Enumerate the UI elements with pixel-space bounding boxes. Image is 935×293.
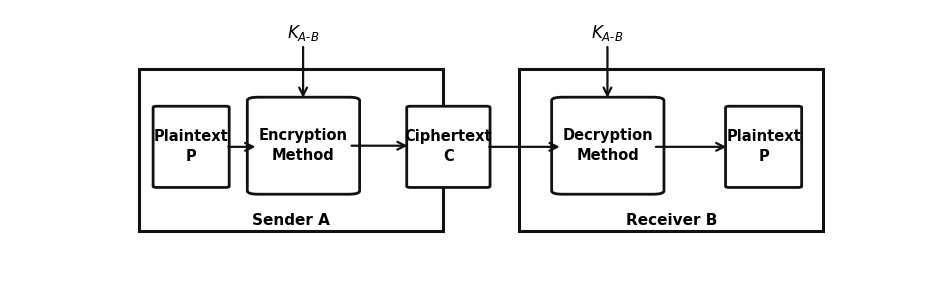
Text: Decryption
Method: Decryption Method [563, 128, 654, 163]
FancyBboxPatch shape [407, 106, 490, 188]
Text: Plaintext
P: Plaintext P [153, 130, 228, 164]
Bar [519, 69, 824, 231]
Text: Ciphertext
C: Ciphertext C [405, 130, 492, 164]
FancyBboxPatch shape [153, 106, 229, 188]
Bar [138, 69, 443, 231]
Text: Sender A: Sender A [252, 213, 330, 228]
Text: Encryption
Method: Encryption Method [259, 128, 348, 163]
Text: Plaintext
P: Plaintext P [726, 130, 801, 164]
Text: $K_{A\text{-}B}$: $K_{A\text{-}B}$ [591, 23, 624, 43]
Text: Receiver B: Receiver B [626, 213, 717, 228]
FancyBboxPatch shape [247, 97, 360, 194]
FancyBboxPatch shape [726, 106, 801, 188]
FancyBboxPatch shape [552, 97, 664, 194]
Text: $K_{A\text{-}B}$: $K_{A\text{-}B}$ [287, 23, 319, 43]
